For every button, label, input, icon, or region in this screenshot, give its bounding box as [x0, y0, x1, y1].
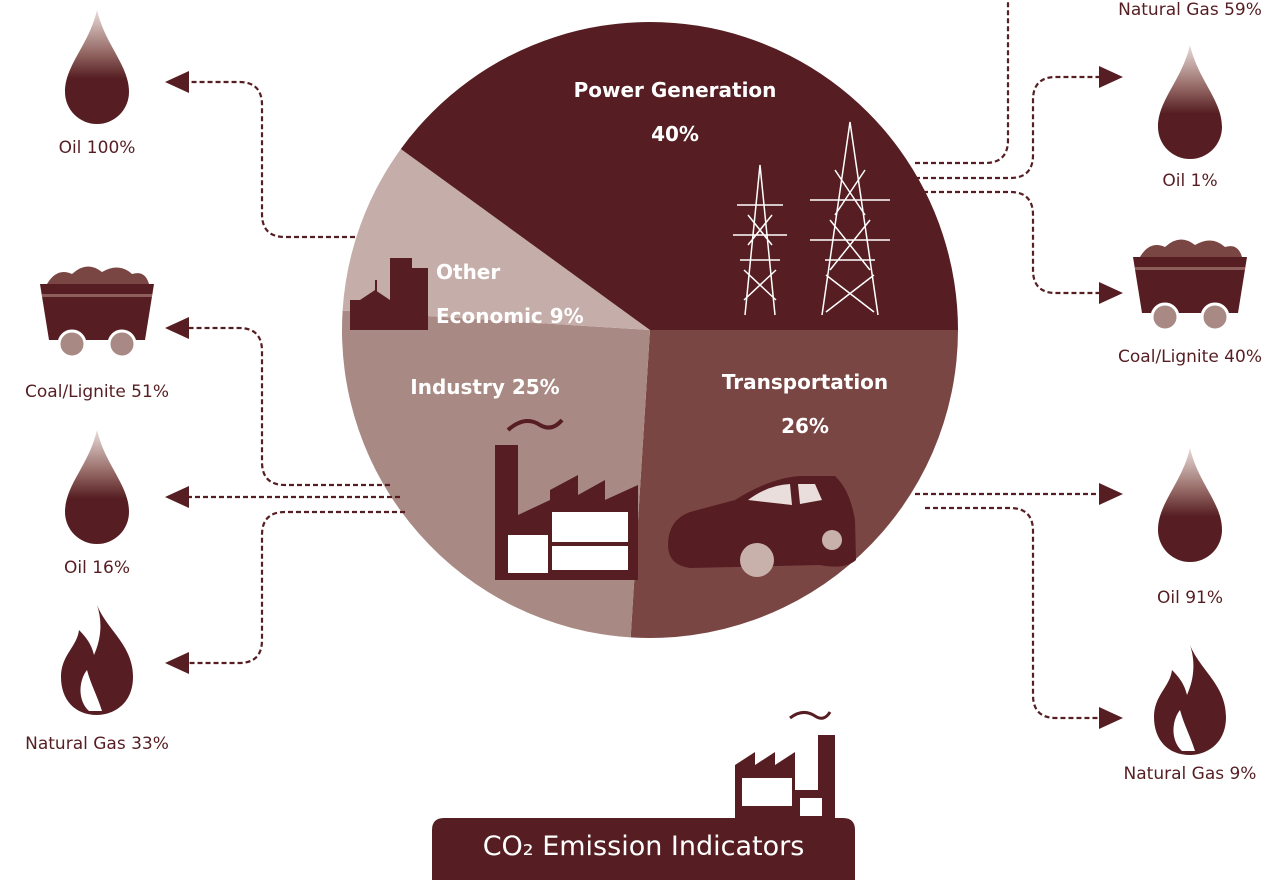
cart-stripe — [42, 294, 152, 297]
wheel — [57, 329, 87, 359]
cart-body — [1133, 257, 1247, 313]
wheel — [1200, 302, 1230, 332]
cart-stripe — [1135, 267, 1245, 270]
connector — [915, 0, 1010, 165]
connector — [925, 506, 1100, 720]
arrowhead — [165, 317, 189, 339]
coal — [47, 266, 149, 284]
slice-value-label: 26% — [781, 414, 829, 438]
annotation-label: Natural Gas 33% — [25, 734, 169, 754]
arrowhead — [165, 652, 189, 674]
annotation-label: Oil 91% — [1157, 588, 1223, 608]
slice-category: Transportation — [721, 370, 889, 394]
arrowhead — [1099, 66, 1123, 88]
slice-label: Power Generation 40% — [555, 68, 795, 156]
arrowhead — [1099, 707, 1123, 729]
slice-label: Transportation 26% — [690, 360, 920, 448]
drop-icon — [65, 10, 129, 124]
slice-category: Industry — [410, 375, 505, 399]
slice-category: Power Generation — [573, 78, 777, 102]
flame-icon — [1154, 645, 1226, 755]
drop-icon — [65, 430, 129, 544]
annotation-label: Oil 100% — [59, 138, 136, 158]
annotation-label: Coal/Lignite 40% — [1118, 347, 1262, 367]
arrowhead — [165, 71, 189, 93]
wheel — [1150, 302, 1180, 332]
drop-icon — [1158, 45, 1222, 159]
slice-value-label: 9% — [549, 304, 584, 328]
pylon-icon — [733, 121, 890, 316]
annotation-label: Natural Gas 59% — [1118, 0, 1262, 20]
annotation-label: Coal/Lignite 51% — [25, 382, 169, 402]
arrowhead — [1099, 282, 1123, 304]
connector — [188, 326, 390, 487]
flame-icon — [61, 605, 133, 715]
wheel — [107, 329, 137, 359]
factory-icon — [495, 418, 638, 580]
slice-category: Other Economic — [436, 260, 543, 328]
connector — [188, 80, 355, 239]
slice-value-label: 40% — [651, 122, 699, 146]
slice-label: Other Economic 9% — [436, 250, 601, 338]
buildings-icon — [350, 258, 428, 330]
connector — [915, 75, 1100, 180]
slice-label: Industry 25% — [395, 365, 575, 409]
flame-core — [1173, 710, 1195, 751]
pie-slice — [400, 21, 958, 330]
cart-icon — [1133, 239, 1247, 332]
arrowhead — [1099, 483, 1123, 505]
car-icon — [668, 476, 856, 577]
slice-value-label: 25% — [511, 375, 560, 399]
connectors — [165, 0, 1123, 729]
annotation-label: Natural Gas 9% — [1124, 764, 1257, 784]
chart-title: CO₂ Emission Indicators — [482, 831, 805, 862]
annotation-label: Oil 16% — [64, 558, 130, 578]
factory-icon — [735, 711, 835, 818]
cart-icon — [40, 266, 154, 359]
cart-body — [40, 284, 154, 340]
flame-core — [80, 670, 102, 711]
coal — [1140, 239, 1242, 257]
connector — [188, 510, 405, 665]
annotations: Oil 100% Coal/Lignite 51% Oil 16% Natural G… — [25, 0, 1262, 784]
drop-icon — [1158, 448, 1222, 562]
annotation-label: Oil 1% — [1162, 171, 1217, 191]
connector — [915, 190, 1100, 295]
arrowhead — [165, 486, 189, 508]
banner — [432, 818, 855, 880]
